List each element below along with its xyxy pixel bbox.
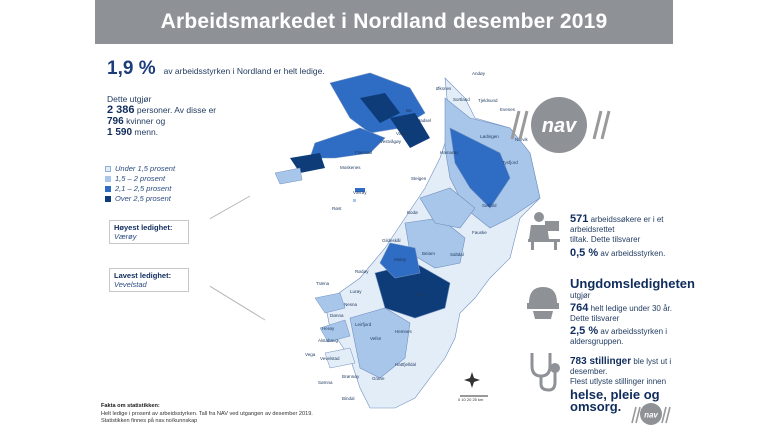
unemployment-percent: 1,9 %: [107, 58, 156, 79]
nordland-map: Andøy Øksnes Bø Hadsel Sortland Lødingen…: [210, 71, 541, 409]
map-label: Moskenes: [340, 165, 361, 170]
facts-line2: Statistikken finnes på nav.no/kunnskap: [101, 418, 198, 425]
map-label: Tjeldsund: [478, 98, 498, 103]
youth-count: 764: [570, 302, 589, 314]
map-label: Flakstad: [355, 150, 373, 155]
infographic: Arbeidsmarkedet i Nordland desember 2019…: [95, 0, 695, 433]
map-label: Hamarøy: [440, 150, 459, 155]
person-at-computer-icon: [528, 212, 560, 250]
legend-item: Under 1,5 prosent: [105, 164, 175, 174]
facts-line1: Helt ledige i prosent av arbeidsstyrken.…: [101, 410, 313, 417]
map-label: Dønna: [330, 313, 344, 318]
page-title: Arbeidsmarkedet i Nordland desember 2019: [160, 10, 608, 33]
persons-count: 2 386: [107, 104, 135, 116]
map-label: Leirfjord: [355, 322, 372, 327]
map-label: Bodø: [407, 210, 418, 215]
tiltak-info: 571 arbeidssøkere er i et arbeidsrettet …: [570, 213, 666, 259]
lowest-value: Vevelstad: [114, 280, 147, 289]
map-label: Herøy: [322, 326, 335, 331]
stats-intro: Dette utgjør: [107, 94, 152, 104]
map-label: Hattfjelldal: [395, 362, 416, 367]
map-label: Lurøy: [350, 289, 362, 294]
map-label: Alstahaug: [318, 338, 339, 343]
map-label: Steigen: [411, 176, 427, 181]
map-label: Fauske: [472, 230, 487, 235]
map-label: Evenes: [500, 107, 516, 112]
lead-statement: 1,9 % av arbeidsstyrken i Nordland er he…: [107, 58, 325, 80]
highest-callout: Høyest ledighet: Værøy: [109, 220, 189, 244]
jobs-info: 783 stillinger ble lyst ut i desember. F…: [570, 356, 672, 414]
map-label: Bø: [406, 108, 412, 113]
map-label: Andøy: [472, 71, 486, 76]
map-label: Rødøy: [355, 269, 369, 274]
map-label: Vega: [305, 352, 316, 357]
map-label: Nesna: [344, 302, 358, 307]
legend-item: 2,1 – 2,5 prosent: [105, 184, 175, 194]
title-bar: Arbeidsmarkedet i Nordland desember 2019: [95, 0, 673, 44]
map-label: Sørfold: [482, 203, 497, 208]
women-count: 796: [107, 116, 124, 127]
map-label: Tysfjord: [502, 160, 518, 165]
facts-box: Fakta om statistikken: Helt ledige i pro…: [101, 403, 313, 426]
men-count: 1 590: [107, 127, 133, 138]
youth-info: Ungdomsledigheten utgjør 764 helt ledige…: [570, 276, 695, 346]
highest-value: Værøy: [114, 232, 137, 241]
facts-heading: Fakta om statistikken:: [101, 403, 160, 409]
legend-item: 1,5 – 2 prosent: [105, 174, 175, 184]
jobs-sectors: helse, pleie og omsorg.: [570, 387, 660, 414]
map-label: Saltdal: [450, 252, 464, 257]
map-label: Vågan: [396, 130, 410, 136]
scale-label: 0 10 20 25 km: [458, 397, 484, 402]
highest-title: Høyest ledighet:: [114, 223, 173, 232]
map-label: Bindal: [342, 396, 355, 401]
map-label: Vestvågøy: [380, 138, 402, 144]
map-label: Hadsel: [417, 118, 431, 123]
lowest-callout: Lavest ledighet: Vevelstad: [109, 268, 189, 292]
legend-item: Over 2,5 prosent: [105, 194, 175, 204]
map-legend: Under 1,5 prosent 1,5 – 2 prosent 2,1 – …: [105, 164, 175, 204]
map-label: Røst: [332, 206, 342, 211]
map-label: Værøy: [353, 190, 367, 195]
map-label: Sømna: [318, 380, 333, 385]
map-label: Hemnes: [395, 329, 413, 334]
map-label: Vevelstad: [320, 356, 340, 361]
map-label: Grane: [372, 376, 385, 381]
men-text: menn.: [134, 127, 159, 137]
svg-text:nav: nav: [542, 115, 578, 137]
tiltak-percent: 0,5 %: [570, 247, 599, 259]
jobs-count: 783 stillinger: [570, 356, 632, 367]
lead-text: av arbeidsstyrken i Nordland er helt led…: [163, 66, 325, 76]
map-label: Lødingen: [480, 134, 499, 139]
map-label: Øksnes: [436, 86, 452, 91]
map-label: Brønnøy: [342, 374, 360, 379]
compass-icon: [464, 372, 480, 388]
map-label: Narvik: [515, 137, 529, 142]
youth-percent: 2,5 %: [570, 325, 599, 337]
svg-text:nav: nav: [644, 411, 658, 420]
map-label: Rana: [415, 292, 426, 297]
stethoscope-icon: [530, 353, 560, 392]
youth-heading: Ungdomsledigheten: [570, 276, 695, 291]
map-label: Sortland: [453, 97, 470, 102]
map-label: Gildeskål: [382, 237, 401, 243]
cap-icon: [527, 287, 559, 319]
map-label: Meløy: [394, 257, 407, 262]
women-text: kvinner og: [126, 116, 166, 126]
nav-logo-small: nav: [631, 403, 671, 425]
persons-text: personer. Av disse er: [136, 105, 217, 115]
map-label: Vefsn: [370, 336, 382, 341]
map-label: Beiarn: [422, 251, 436, 256]
unemployment-stats: Dette utgjør 2 386 personer. Av disse er…: [107, 94, 267, 138]
lowest-title: Lavest ledighet:: [114, 271, 172, 280]
nav-logo: nav: [510, 97, 611, 153]
map-label: Træna: [316, 281, 330, 286]
tiltak-count: 571: [570, 213, 589, 225]
